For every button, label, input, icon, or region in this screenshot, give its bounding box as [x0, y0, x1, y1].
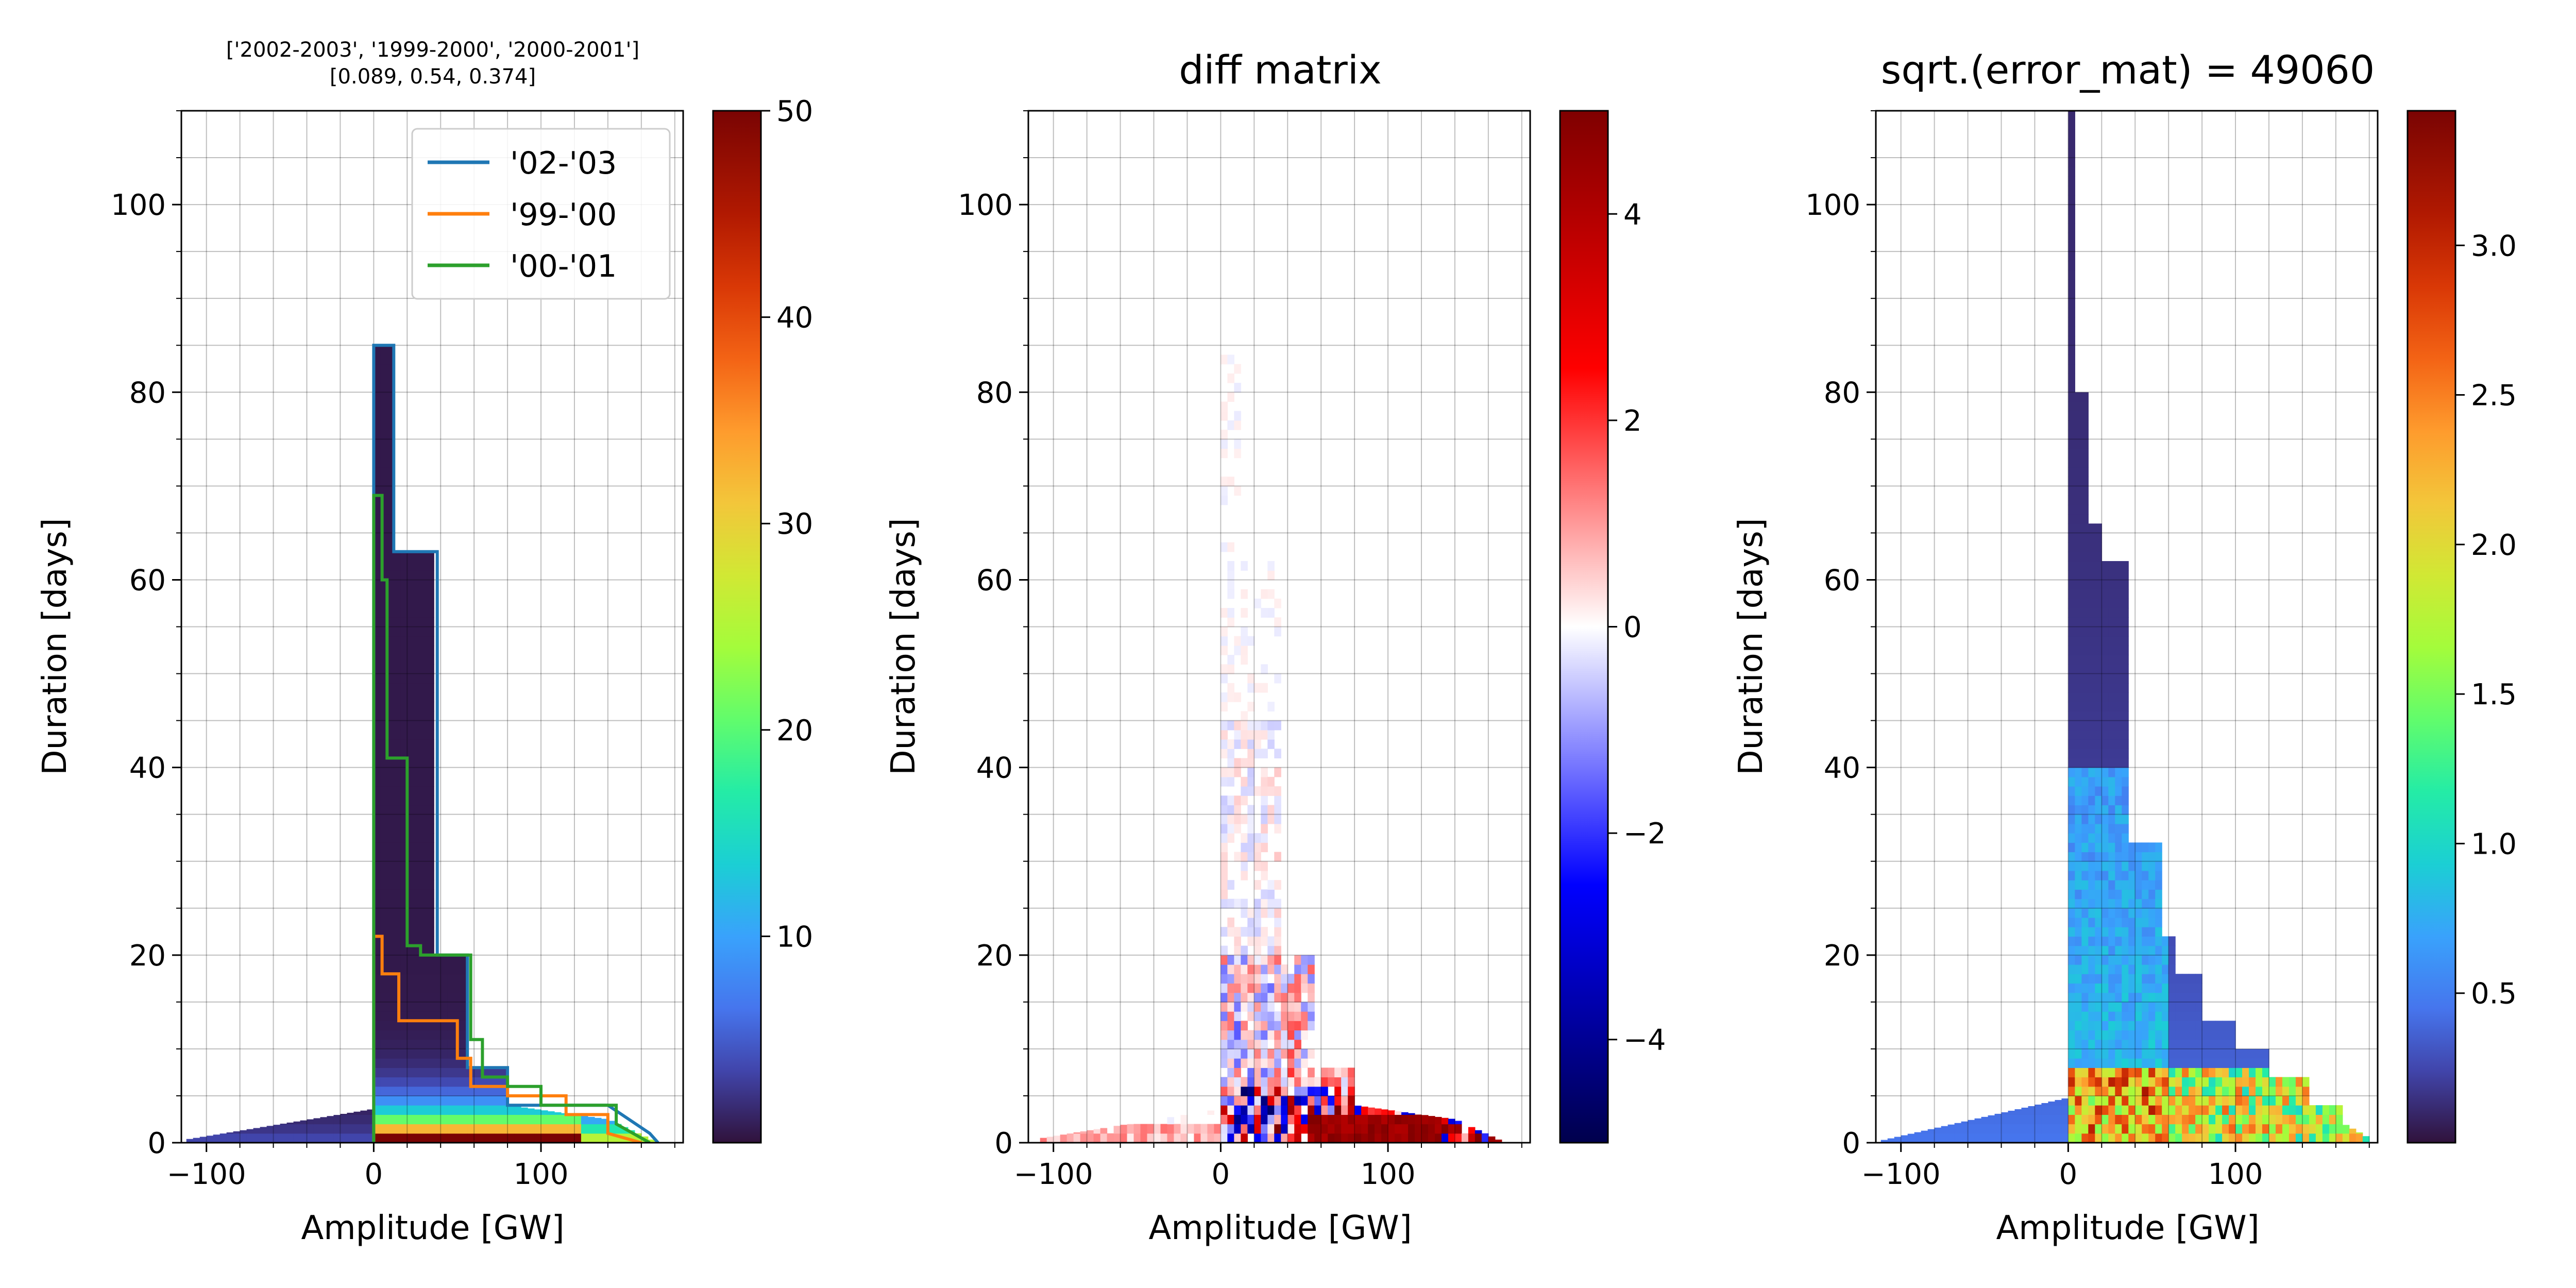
colorbar-tick-label: 50 [776, 95, 813, 128]
colorbar-tick-label: 2.0 [2471, 529, 2517, 562]
y-tick-label: 60 [976, 564, 1013, 597]
y-tick-label: 20 [1824, 939, 1860, 973]
y-tick-label: 100 [111, 189, 166, 222]
grid [1028, 110, 1530, 1143]
y-tick-label: 100 [1805, 189, 1860, 222]
x-tick-label: −100 [1014, 1158, 1093, 1191]
x-axis-label: Amplitude [GW] [1148, 1209, 1412, 1247]
colorbar-tick-label: 10 [776, 920, 813, 954]
y-tick-label: 40 [976, 752, 1013, 785]
y-tick-label: 40 [1824, 752, 1860, 785]
y-tick-label: 60 [1824, 564, 1860, 597]
x-axis-label: Amplitude [GW] [1996, 1209, 2259, 1247]
y-tick-label: 40 [129, 752, 166, 785]
chart-title-line-1: ['2002-2003', '1999-2000', '2000-2001'] [226, 38, 639, 62]
x-tick-label: 0 [1212, 1158, 1230, 1191]
panel-diff-matrix: diff matrix Amplitude [GW] Duration [day… [885, 47, 1666, 1247]
x-tick-label: 0 [2059, 1158, 2078, 1191]
colorbar-tick-label: 40 [776, 301, 813, 335]
x-tick-label: 100 [514, 1158, 569, 1191]
colorbar-tick-label: 4 [1623, 198, 1642, 231]
chart-title-line-2: [0.089, 0.54, 0.374] [330, 65, 536, 89]
heatmap [1880, 111, 2370, 1143]
colorbar [2406, 110, 2456, 1144]
colorbar [1559, 110, 1609, 1144]
y-tick-label: 20 [976, 939, 1013, 973]
x-tick-label: −100 [1861, 1158, 1941, 1191]
y-axis-label: Duration [days] [885, 518, 923, 775]
colorbar-tick-label: 20 [776, 714, 813, 748]
colorbar-tick-label: −2 [1623, 817, 1666, 851]
x-tick-label: −100 [167, 1158, 246, 1191]
y-tick-label: 80 [1824, 376, 1860, 410]
grid [1876, 110, 2378, 1143]
colorbar-tick-label: 2.5 [2471, 379, 2517, 413]
legend-label: '00-'01 [510, 248, 617, 284]
colorbar-tick-label: 1.5 [2471, 678, 2517, 711]
y-tick-label: 0 [994, 1127, 1013, 1160]
y-tick-label: 20 [129, 939, 166, 973]
colorbar-tick-label: 0.5 [2471, 977, 2517, 1011]
y-axis-label: Duration [days] [36, 518, 74, 775]
x-axis-label: Amplitude [GW] [301, 1209, 564, 1247]
heatmap [1040, 354, 1502, 1143]
colorbar-tick-label: 3.0 [2471, 229, 2517, 263]
colorbar-tick-label: 0 [1623, 611, 1642, 645]
y-tick-label: 0 [147, 1127, 166, 1160]
colorbar-tick-label: 30 [776, 507, 813, 541]
y-tick-label: 80 [976, 376, 1013, 410]
y-tick-label: 100 [958, 189, 1013, 222]
legend-label: '02-'03 [510, 145, 617, 181]
series-line-1 [372, 935, 642, 1143]
panel-amplitude-duration-histogram: ['2002-2003', '1999-2000', '2000-2001'] … [36, 38, 813, 1247]
heatmap [186, 345, 655, 1143]
chart-title: sqrt.(error_mat) = 49060 [1881, 47, 2375, 93]
colorbar [712, 110, 762, 1144]
y-tick-label: 0 [1842, 1127, 1860, 1160]
y-axis-label: Duration [days] [1732, 518, 1770, 775]
colorbar-tick-label: −4 [1623, 1024, 1666, 1057]
series-line-2 [372, 494, 651, 1143]
legend-label: '99-'00 [510, 197, 617, 233]
x-tick-label: 0 [365, 1158, 383, 1191]
colorbar-tick-label: 2 [1623, 404, 1642, 438]
legend-box [411, 128, 671, 300]
x-tick-label: 100 [1361, 1158, 1416, 1191]
y-tick-label: 60 [129, 564, 166, 597]
y-tick-label: 80 [129, 376, 166, 410]
chart-title: diff matrix [1179, 47, 1382, 93]
x-tick-label: 100 [2208, 1158, 2263, 1191]
colorbar-tick-label: 1.0 [2471, 827, 2517, 861]
panel-error-matrix: sqrt.(error_mat) = 49060 Amplitude [GW] … [1732, 47, 2517, 1247]
